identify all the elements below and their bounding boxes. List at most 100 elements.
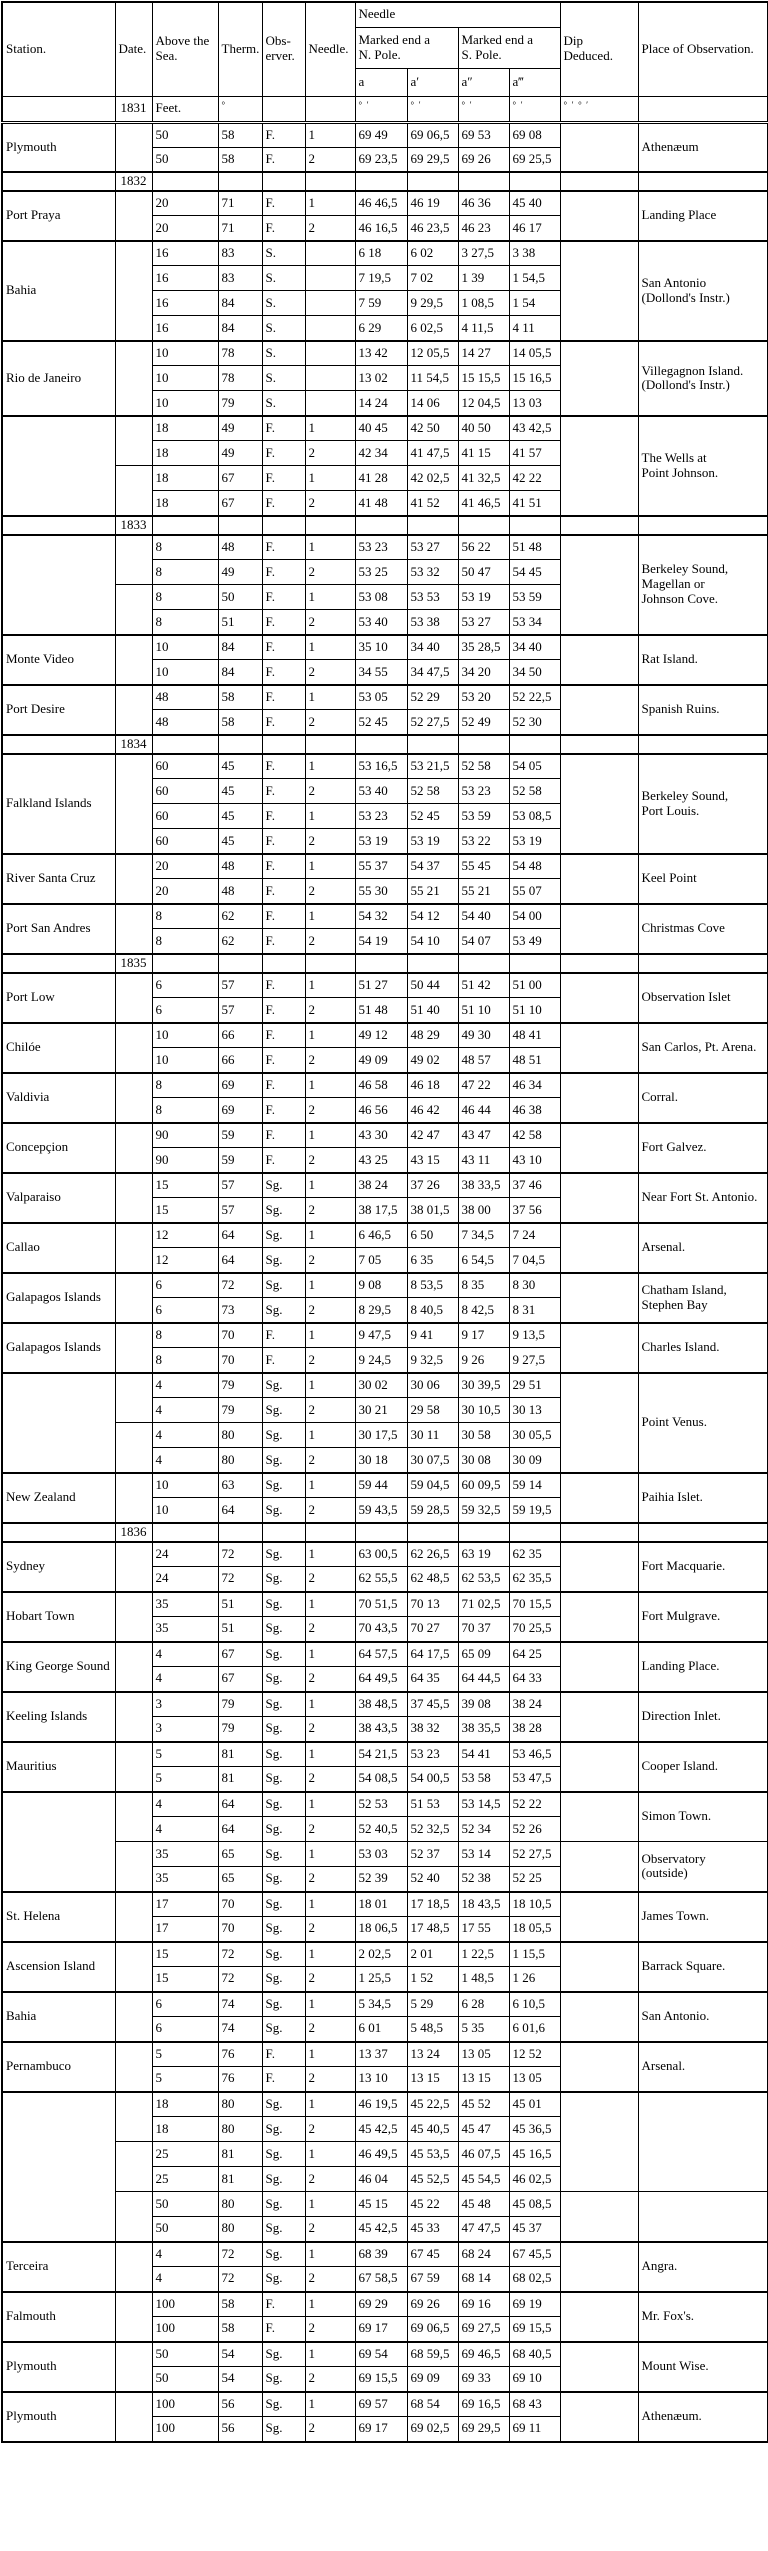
cell-observer <box>261 733 306 755</box>
table-row: 4 79 Sg. 2 30 21 29 58 30 10,5 30 13 <box>2 1397 768 1424</box>
table-row: Falkland Islands 60 45 F. 1 53 16,5 53 21,5 52 … <box>1 752 768 855</box>
cell-a: 52 39 <box>354 1866 408 1893</box>
cell-observer: F. <box>261 609 306 636</box>
cell-needle: 1 <box>304 2191 356 2218</box>
cell-above-sea: 60 <box>151 752 219 780</box>
cell-a: 6 46,5 <box>354 1221 408 1249</box>
cell-place: Athenæum. <box>637 2390 768 2443</box>
cell-date <box>114 1590 153 1643</box>
year-row: 1836 <box>1 1521 768 1543</box>
col-header-date: Date. <box>114 1 153 97</box>
cell-a-triple-prime: 18 10,5 <box>508 1890 561 1918</box>
cell-a-triple-prime: 70 15,5 <box>508 1590 561 1618</box>
cell-needle <box>304 514 356 536</box>
cell-therm: 64 <box>217 1221 263 1249</box>
cell-a-triple-prime: 9 27,5 <box>508 1347 561 1374</box>
cell-therm: 57 <box>217 1197 263 1224</box>
cell-observer: Sg. <box>261 1590 306 1618</box>
cell-place: Landing Place <box>637 189 768 242</box>
cell-a: 54 21,5 <box>354 1740 408 1768</box>
cell-date <box>114 1171 153 1224</box>
table-row: 50 80 Sg. 1 45 15 45 22 45 48 45 08,5 <box>2 2191 768 2243</box>
cell-a-triple-prime: 45 16,5 <box>508 2141 561 2168</box>
cell-above-sea: 48 <box>151 709 219 736</box>
cell-above-sea: 6 <box>151 1297 219 1324</box>
cell-a-triple-prime: 69 19 <box>508 2290 561 2318</box>
cell-a-prime <box>406 171 459 192</box>
table-body: 1831 Feet. ° ° ′ ° ′ ° ′ ° ′ ° ′ ° ′ Plymouth 50 5… <box>1 95 768 2443</box>
cell-station: River Santa Cruz <box>1 852 116 905</box>
cell-a-prime: 53 21,5 <box>406 752 459 780</box>
cell-a-triple-prime: 1 26 <box>508 1966 561 1993</box>
cell-a: 43 30 <box>354 1121 408 1149</box>
cell-a-double-prime: 54 40 <box>457 902 510 930</box>
cell-a: 54 32 <box>354 902 408 930</box>
cell-dip <box>559 1890 639 1943</box>
cell-above-sea: 10 <box>151 659 219 686</box>
cell-a: 69 49 <box>354 121 408 148</box>
cell-a-prime: 12 05,5 <box>406 339 459 367</box>
cell-above-sea: 50 <box>151 2340 219 2368</box>
table-row: Sydney 24 72 Sg. 1 63 00,5 62 26,5 63 19 62 35 Fo… <box>1 1540 768 1593</box>
cell-a-triple-prime: 8 31 <box>508 1297 561 1324</box>
cell-therm: 58 <box>217 683 263 711</box>
table-row: 4 80 Sg. 2 30 18 30 07,5 30 08 30 09 <box>2 1447 768 1474</box>
cell-a-triple-prime: 64 33 <box>508 1666 561 1693</box>
cell-date <box>114 2191 153 2243</box>
cell-place: Charles Island. <box>637 1321 768 1374</box>
cell-needle: 1 <box>304 1221 356 1249</box>
cell-observer: Sg. <box>261 1740 306 1768</box>
cell-a-double-prime: 39 08 <box>457 1690 510 1718</box>
cell-a-prime: 67 59 <box>406 2266 459 2293</box>
cell-therm <box>217 952 263 974</box>
cell-above-sea: 10 <box>151 390 219 417</box>
cell-a: 46 46,5 <box>354 189 408 217</box>
cell-a-double-prime: 53 19 <box>457 584 510 611</box>
cell-a-triple-prime: 37 56 <box>508 1197 561 1224</box>
cell-a: 9 47,5 <box>354 1321 408 1349</box>
cell-above-sea: 20 <box>151 189 219 217</box>
cell-a-prime <box>406 1521 459 1543</box>
cell-needle: 1 <box>304 1321 356 1349</box>
cell-therm: 58 <box>217 121 263 148</box>
cell-above-sea: 8 <box>151 1321 219 1349</box>
table-row: 8 51 F. 2 53 40 53 38 53 27 53 34 <box>2 609 768 636</box>
cell-a-double-prime: 41 46,5 <box>457 490 510 517</box>
cell-a-prime: 52 27,5 <box>406 709 459 736</box>
cell-above-sea: 8 <box>151 584 219 611</box>
cell-a-prime: 68 54 <box>406 2390 459 2418</box>
cell-above-sea: 15 <box>151 1197 219 1224</box>
table-row: 10 64 Sg. 2 59 43,5 59 28,5 59 32,5 59 19,5 <box>2 1497 768 1524</box>
cell-observer: F. <box>261 465 306 492</box>
col-header-needle-group: Needle <box>354 1 561 28</box>
cell-above-sea <box>151 733 219 755</box>
cell-a-triple-prime: 52 22 <box>508 1790 561 1818</box>
cell-a-prime: 9 41 <box>406 1321 459 1349</box>
cell-therm: 45 <box>217 803 263 830</box>
cell-date <box>114 2141 153 2193</box>
cell-a-prime: 17 48,5 <box>406 1916 459 1943</box>
table-row: Hobart Town 35 51 Sg. 1 70 51,5 70 13 71 02,5 70… <box>1 1590 768 1643</box>
cell-therm: 67 <box>217 490 263 517</box>
cell-a-double-prime: 69 27,5 <box>457 2316 510 2343</box>
col-header-a-triple-prime: a‴ <box>508 67 561 97</box>
cell-dip <box>559 2290 639 2343</box>
col-header-marked-s-pole: Marked end a S. Pole. <box>457 26 561 69</box>
cell-date <box>114 1940 153 1993</box>
cell-station: Ascension Island <box>1 1940 116 1993</box>
cell-needle: 1 <box>304 1422 356 1449</box>
cell-therm: 84 <box>217 659 263 686</box>
cell-above-sea: 48 <box>151 683 219 711</box>
cell-date <box>114 1540 153 1593</box>
table-row: 10 79 S. 14 24 14 06 12 04,5 13 03 <box>2 390 768 417</box>
cell-above-sea: 35 <box>151 1841 219 1868</box>
cell-needle: 2 <box>304 440 356 467</box>
col-header-place: Place of Observation. <box>637 1 768 97</box>
cell-observer: Sg. <box>261 1916 306 1943</box>
cell-above-sea: 35 <box>151 1866 219 1893</box>
cell-therm: 56 <box>217 2390 263 2418</box>
cell-a-double-prime: 53 58 <box>457 1766 510 1793</box>
cell-station: Chilóe <box>1 1021 116 1074</box>
cell-place <box>637 733 768 755</box>
cell-dip <box>559 239 639 342</box>
